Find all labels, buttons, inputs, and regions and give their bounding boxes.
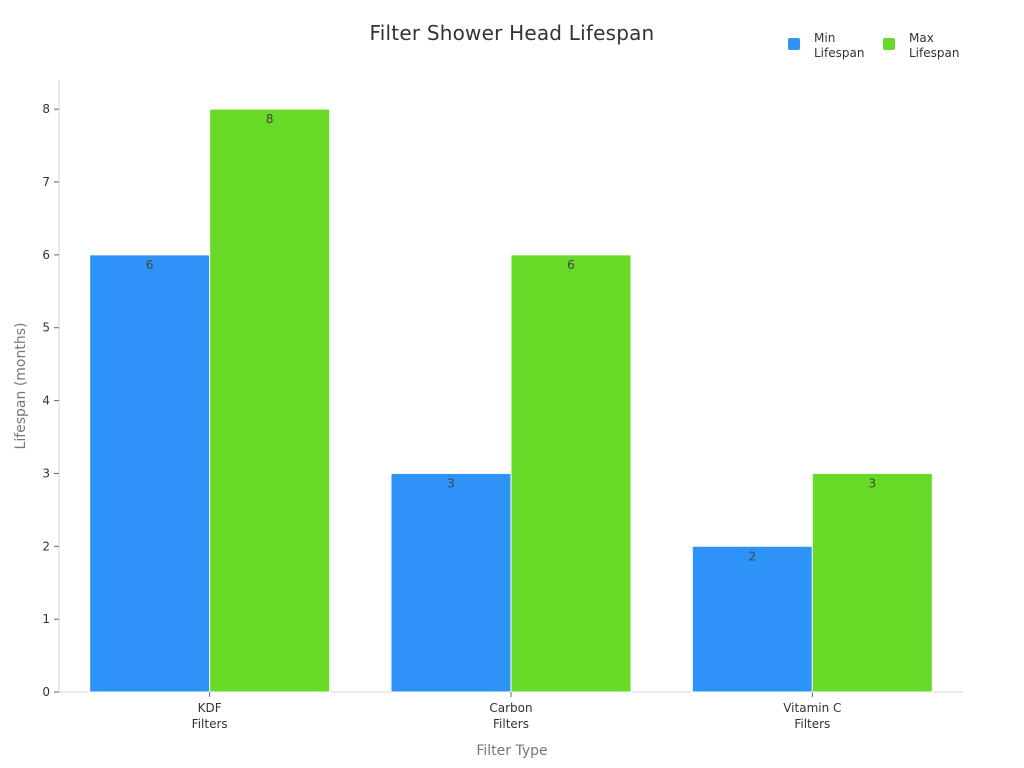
- x-tick-label: Vitamin C Filters: [783, 701, 841, 731]
- y-tick-label: 4: [42, 394, 50, 408]
- bar-data-label: 2: [749, 549, 757, 563]
- bar-data-label: 6: [567, 258, 575, 272]
- bar[interactable]: [811, 472, 933, 693]
- chart-title: Filter Shower Head Lifespan: [369, 21, 655, 45]
- y-tick-label: 7: [42, 175, 50, 189]
- bar-data-label: 3: [869, 476, 877, 490]
- y-tick-label: 6: [42, 248, 50, 262]
- bar[interactable]: [390, 472, 512, 693]
- y-axis-title: Lifespan (months): [13, 323, 29, 450]
- x-tick-label: KDF Filters: [192, 701, 228, 731]
- y-tick-label: 2: [42, 539, 50, 553]
- x-tick-label: Carbon Filters: [489, 701, 532, 731]
- legend-label: Min Lifespan: [814, 31, 864, 60]
- y-tick-label: 5: [42, 321, 50, 335]
- x-axis-title: Filter Type: [476, 743, 547, 759]
- bar-data-label: 6: [146, 258, 154, 272]
- legend-label: Max Lifespan: [909, 31, 959, 60]
- legend-swatch[interactable]: [788, 38, 800, 50]
- legend-swatch[interactable]: [883, 38, 895, 50]
- y-tick-label: 1: [42, 612, 50, 626]
- bar[interactable]: [691, 545, 813, 693]
- y-tick-label: 3: [42, 466, 50, 480]
- bar-data-label: 8: [266, 112, 274, 126]
- bar[interactable]: [89, 254, 211, 693]
- y-tick-label: 8: [42, 102, 50, 116]
- bar-data-label: 3: [447, 476, 455, 490]
- bar[interactable]: [510, 254, 632, 693]
- y-tick-label: 0: [42, 685, 50, 699]
- bar[interactable]: [209, 108, 331, 693]
